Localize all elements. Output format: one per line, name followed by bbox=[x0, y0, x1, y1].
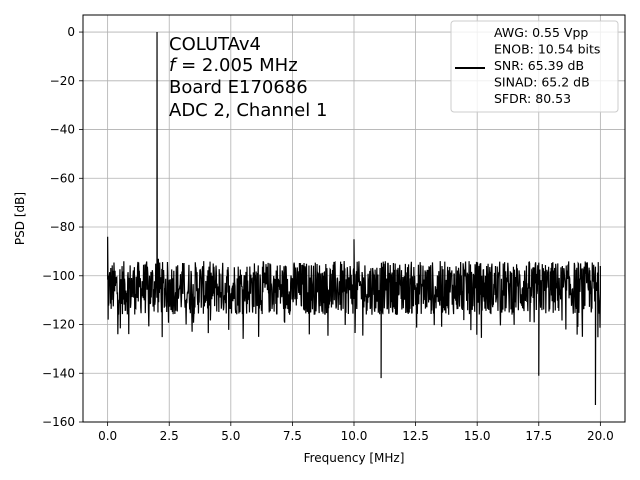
plot-area bbox=[107, 32, 601, 405]
annotation-line: ADC 2, Channel 1 bbox=[169, 100, 327, 121]
legend: AWG: 0.55 Vpp ENOB: 10.54 bits SNR: 65.3… bbox=[450, 20, 619, 113]
x-tick-label: 5.0 bbox=[221, 429, 240, 443]
annotation-line: COLUTAv4 bbox=[169, 34, 261, 55]
x-tick-label: 10.0 bbox=[341, 429, 368, 443]
y-tick-label: −40 bbox=[50, 123, 75, 137]
y-tick-label: 0 bbox=[67, 25, 75, 39]
x-tick-label: 20.0 bbox=[587, 429, 614, 443]
x-tick-label: 0.0 bbox=[98, 429, 117, 443]
y-axis-title: PSD [dB] bbox=[13, 192, 27, 245]
x-axis-title: Frequency [MHz] bbox=[304, 451, 405, 465]
y-tick-label: −120 bbox=[42, 318, 75, 332]
legend-entry-line: SFDR: 80.53 bbox=[494, 91, 571, 106]
psd-series-line bbox=[107, 32, 601, 405]
legend-entry-line: SNR: 65.39 dB bbox=[494, 58, 584, 73]
y-tick-label: −100 bbox=[42, 269, 75, 283]
y-tick-label: −80 bbox=[50, 220, 75, 234]
legend-entry-line: SINAD: 65.2 dB bbox=[494, 75, 590, 90]
y-tick-label: −160 bbox=[42, 415, 75, 429]
annotation-line: f = 2.005 MHz bbox=[169, 55, 298, 76]
y-tick-label: −20 bbox=[50, 74, 75, 88]
x-tick-label: 12.5 bbox=[402, 429, 429, 443]
legend-entry-line: ENOB: 10.54 bits bbox=[494, 42, 600, 57]
x-axis-ticks: 0.0 2.5 5.0 7.5 10.0 12.5 15.0 17.5 20.0 bbox=[98, 422, 614, 443]
x-tick-label: 15.0 bbox=[464, 429, 491, 443]
y-tick-label: −140 bbox=[42, 366, 75, 380]
legend-entry-line: AWG: 0.55 Vpp bbox=[494, 25, 588, 40]
legend-box bbox=[450, 20, 619, 113]
annotation-line: Board E170686 bbox=[169, 77, 308, 98]
chart-annotation: COLUTAv4 f = 2.005 MHz Board E170686 ADC… bbox=[169, 34, 327, 121]
x-tick-label: 2.5 bbox=[160, 429, 179, 443]
x-tick-label: 7.5 bbox=[283, 429, 302, 443]
y-axis-ticks: 0 −20 −40 −60 −80 −100 −120 −140 −160 bbox=[42, 25, 83, 429]
x-tick-label: 17.5 bbox=[525, 429, 552, 443]
y-tick-label: −60 bbox=[50, 171, 75, 185]
